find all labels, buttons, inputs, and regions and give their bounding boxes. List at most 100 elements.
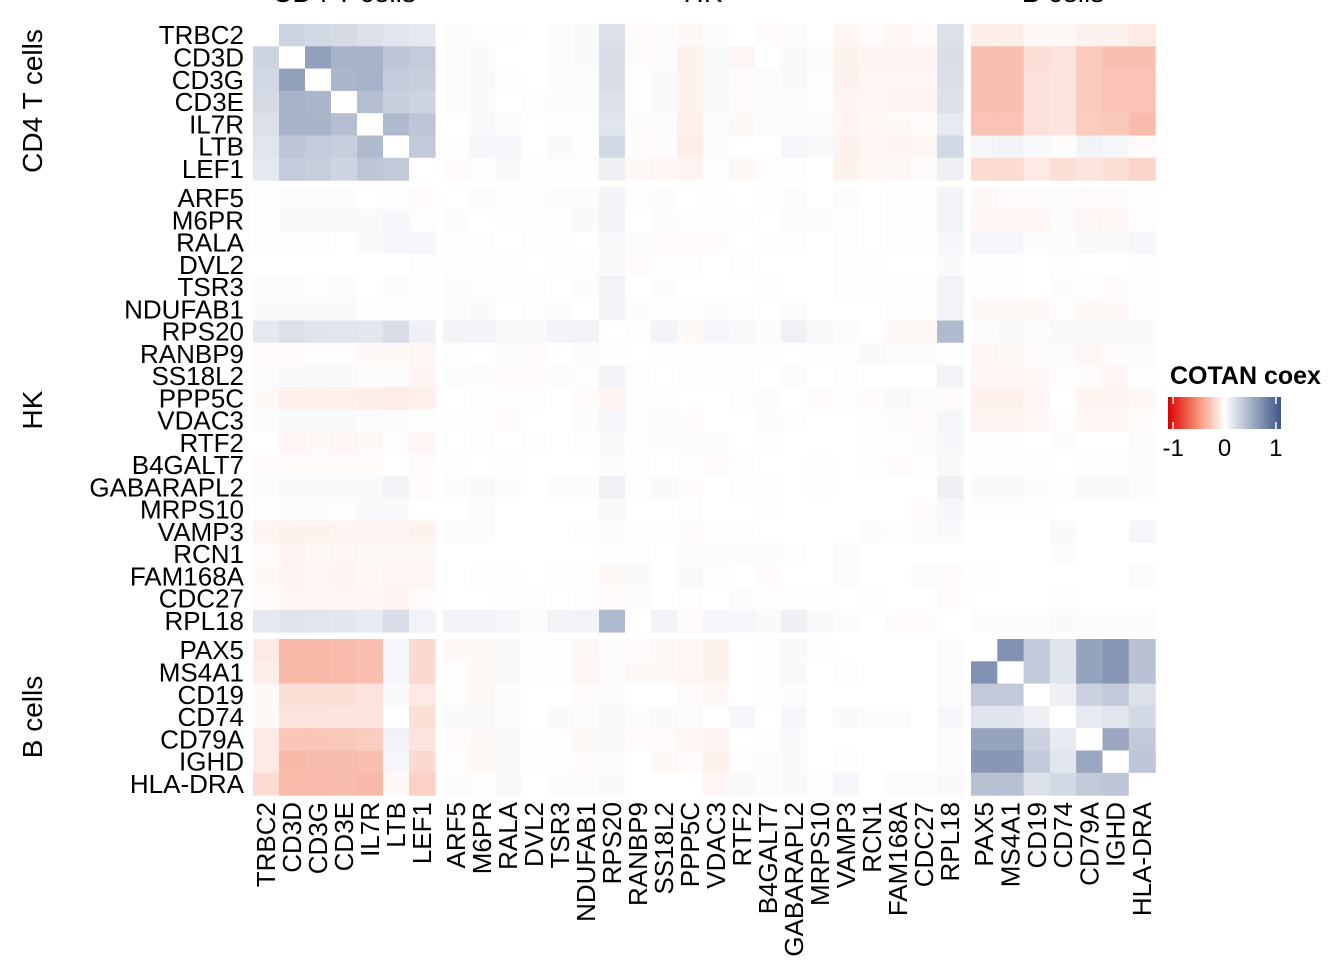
heatmap-cell [833, 409, 860, 433]
heatmap-cell [677, 728, 704, 752]
heatmap-cell [521, 90, 548, 114]
heatmap-cell [859, 24, 886, 47]
row-label: LTB [198, 132, 244, 162]
heatmap-cell [729, 454, 756, 477]
heatmap-cell [443, 661, 470, 685]
heatmap-cell [305, 661, 332, 685]
heatmap-cell [651, 431, 678, 455]
heatmap-cell [729, 209, 756, 233]
row-label: IGHD [179, 747, 244, 777]
heatmap-cell [1102, 476, 1130, 500]
heatmap-cell [599, 772, 626, 796]
heatmap-cell [833, 157, 860, 181]
heatmap-cell [1076, 187, 1104, 210]
heatmap-cell [729, 476, 756, 500]
row-label: RCN1 [173, 539, 244, 569]
heatmap-cell [599, 46, 626, 70]
heatmap-cell [383, 365, 410, 388]
heatmap-cell [729, 728, 756, 752]
heatmap-cell [807, 609, 834, 633]
heatmap-cell [625, 365, 652, 388]
heatmap-cell [521, 520, 548, 544]
heatmap-cell [253, 728, 280, 752]
heatmap-cell [495, 639, 522, 662]
heatmap-cell [677, 276, 704, 299]
heatmap-cell [1128, 187, 1156, 210]
heatmap-cell [521, 187, 548, 210]
heatmap-cell [971, 520, 998, 544]
column-label: IL7R [355, 802, 385, 857]
heatmap-cell [383, 298, 410, 322]
heatmap-cell [625, 157, 652, 181]
heatmap-cell [443, 46, 470, 70]
heatmap-cell [1049, 46, 1077, 70]
row-label: CD3G [172, 65, 244, 95]
heatmap-cell [279, 772, 306, 796]
heatmap-cell [1023, 609, 1051, 633]
heatmap-cell [651, 387, 678, 411]
heatmap-cell [253, 157, 280, 181]
heatmap-cell [625, 639, 652, 662]
heatmap-cell [443, 320, 470, 344]
heatmap-cell [521, 772, 548, 796]
heatmap-cell [625, 705, 652, 729]
column-label: CD3E [329, 802, 359, 871]
heatmap-cell [573, 543, 600, 566]
heatmap-cell [1102, 276, 1130, 299]
heatmap-cell [521, 661, 548, 685]
heatmap-cell [409, 46, 436, 70]
heatmap-cell [1023, 209, 1051, 233]
heatmap-cell [1102, 157, 1130, 181]
heatmap-cell [997, 342, 1025, 366]
heatmap-cell [521, 639, 548, 662]
heatmap-cell [703, 639, 730, 662]
heatmap-cell [357, 728, 384, 752]
heatmap-cell [279, 431, 306, 455]
heatmap-cell [885, 68, 912, 92]
heatmap-cell [1102, 705, 1130, 729]
column-label: CD3G [303, 802, 333, 874]
heatmap-cell [469, 543, 496, 566]
heatmap-cell [859, 276, 886, 299]
heatmap-cell [911, 476, 938, 500]
heatmap-cell [911, 565, 938, 589]
heatmap-cell [625, 187, 652, 210]
heatmap-cell [547, 90, 574, 114]
heatmap-cell [573, 520, 600, 544]
heatmap-cell [625, 253, 652, 277]
heatmap-cell [599, 705, 626, 729]
heatmap-cell [1102, 750, 1130, 774]
heatmap-cell [357, 543, 384, 566]
heatmap-cell [279, 454, 306, 477]
heatmap-cell [495, 661, 522, 685]
heatmap-cell [443, 639, 470, 662]
heatmap-cell [1128, 276, 1156, 299]
heatmap-cell [781, 298, 808, 322]
heatmap-cell [1102, 68, 1130, 92]
heatmap-cell [625, 209, 652, 233]
heatmap-cell [1102, 498, 1130, 522]
heatmap-cell [729, 231, 756, 255]
heatmap-cell [859, 565, 886, 589]
heatmap-cell [495, 365, 522, 388]
heatmap-cell [1049, 187, 1077, 210]
heatmap-cell [781, 454, 808, 477]
heatmap-cell [937, 187, 964, 210]
heatmap-cell [1049, 772, 1077, 796]
heatmap-cell [599, 90, 626, 114]
heatmap-cell [599, 683, 626, 707]
heatmap-cell [573, 609, 600, 633]
heatmap-cell [305, 135, 332, 159]
heatmap-cell [521, 431, 548, 455]
heatmap-cell [677, 187, 704, 210]
heatmap-cell [1076, 46, 1104, 70]
heatmap-cell [495, 520, 522, 544]
heatmap-cell [469, 498, 496, 522]
heatmap-cell [521, 113, 548, 137]
heatmap-cell [937, 683, 964, 707]
heatmap-cell [755, 68, 782, 92]
heatmap-cell [885, 609, 912, 633]
heatmap-cell [625, 387, 652, 411]
heatmap-cell [1049, 320, 1077, 344]
heatmap-cell [729, 772, 756, 796]
